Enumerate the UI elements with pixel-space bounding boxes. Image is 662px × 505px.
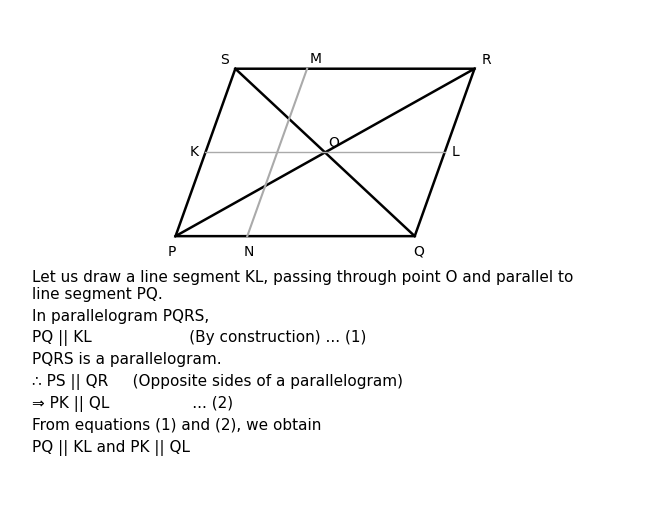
Text: From equations (1) and (2), we obtain: From equations (1) and (2), we obtain	[32, 418, 322, 433]
Text: N: N	[244, 244, 254, 259]
Text: PQRS is a parallelogram.: PQRS is a parallelogram.	[32, 352, 222, 367]
Text: line segment PQ.: line segment PQ.	[32, 287, 163, 302]
Text: In parallelogram PQRS,: In parallelogram PQRS,	[32, 309, 210, 324]
Text: K: K	[190, 145, 199, 160]
Text: P: P	[167, 244, 175, 259]
Text: M: M	[310, 52, 322, 66]
Text: PQ || KL                    (By construction) ... (1): PQ || KL (By construction) ... (1)	[32, 330, 367, 346]
Text: S: S	[220, 53, 228, 67]
Text: L: L	[451, 145, 459, 160]
Text: PQ || KL and PK || QL: PQ || KL and PK || QL	[32, 439, 190, 456]
Text: Q: Q	[414, 244, 424, 259]
Text: ∴ PS || QR     (Opposite sides of a parallelogram): ∴ PS || QR (Opposite sides of a parallel…	[32, 374, 403, 390]
Text: Let us draw a line segment KL, passing through point O and parallel to: Let us draw a line segment KL, passing t…	[32, 270, 574, 285]
Text: ⇒ PK || QL                 ... (2): ⇒ PK || QL ... (2)	[32, 396, 234, 412]
Text: R: R	[481, 53, 491, 67]
Text: O: O	[328, 136, 339, 150]
